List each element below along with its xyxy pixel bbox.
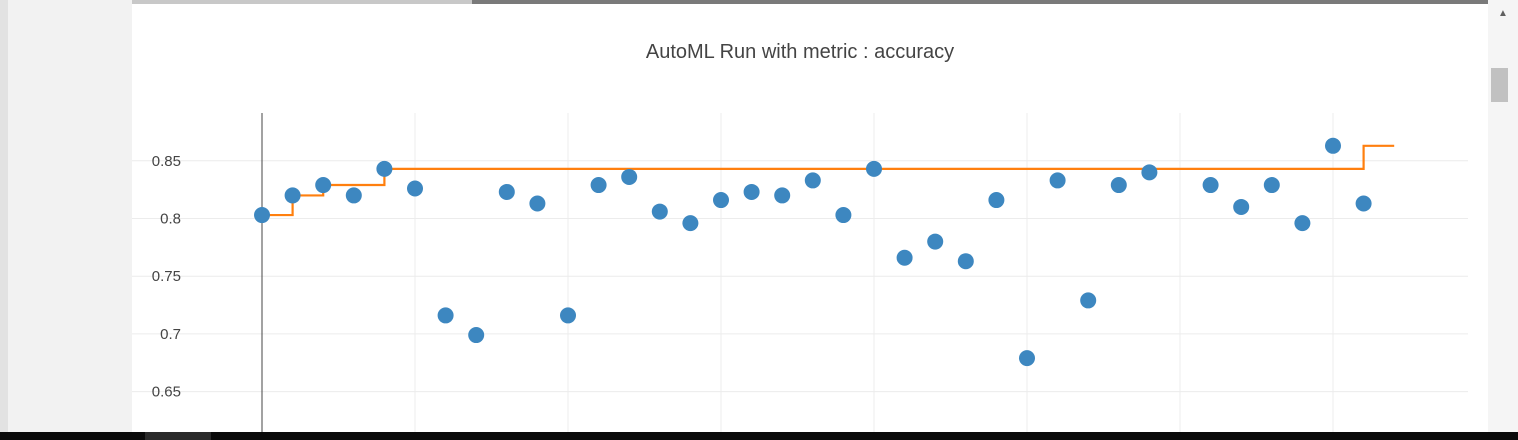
run-point[interactable] xyxy=(1049,172,1066,189)
left-panel-edge xyxy=(0,0,8,432)
y-tick-label: 0.85 xyxy=(152,153,181,170)
top-border-highlight xyxy=(132,0,472,4)
bottom-bar xyxy=(0,432,1518,440)
run-point[interactable] xyxy=(1202,177,1219,194)
run-point[interactable] xyxy=(774,187,791,204)
run-point[interactable] xyxy=(713,192,729,209)
run-point[interactable] xyxy=(284,187,301,204)
run-point[interactable] xyxy=(376,160,393,177)
run-point[interactable] xyxy=(804,172,821,189)
run-point[interactable] xyxy=(560,307,576,324)
scroll-up-icon[interactable]: ▲ xyxy=(1498,8,1508,19)
run-point[interactable] xyxy=(529,195,546,212)
run-point[interactable] xyxy=(743,183,760,200)
bottom-bar-segment xyxy=(145,432,211,440)
run-point[interactable] xyxy=(315,177,332,194)
run-point[interactable] xyxy=(1263,177,1280,194)
run-point[interactable] xyxy=(407,180,423,197)
run-point[interactable] xyxy=(1233,198,1250,215)
top-border xyxy=(132,0,1488,4)
grid-lines xyxy=(132,113,1468,432)
run-point[interactable] xyxy=(254,207,270,224)
chart-title: AutoML Run with metric : accuracy xyxy=(646,41,954,63)
run-point[interactable] xyxy=(957,253,974,270)
run-point[interactable] xyxy=(345,187,362,204)
y-tick-labels: 0.65 0.7 0.75 0.8 0.85 xyxy=(152,153,181,401)
run-point[interactable] xyxy=(590,177,607,194)
run-point[interactable] xyxy=(896,249,913,266)
run-point[interactable] xyxy=(651,203,668,220)
run-point[interactable] xyxy=(437,307,454,324)
run-point[interactable] xyxy=(835,207,852,224)
y-tick-label: 0.8 xyxy=(160,211,181,228)
run-point[interactable] xyxy=(468,327,485,344)
run-point[interactable] xyxy=(927,233,944,250)
run-points xyxy=(254,137,1372,367)
scrollbar-thumb[interactable] xyxy=(1491,68,1508,102)
y-tick-label: 0.7 xyxy=(160,326,181,343)
run-point[interactable] xyxy=(1110,177,1127,194)
left-panel-strip xyxy=(0,0,132,432)
run-point[interactable] xyxy=(1141,164,1158,181)
run-point[interactable] xyxy=(1325,137,1341,154)
scatter-chart: AutoML Run with metric : accuracy 0.650.… xyxy=(132,41,1468,432)
run-point[interactable] xyxy=(682,215,699,232)
run-point[interactable] xyxy=(498,183,515,200)
run-point[interactable] xyxy=(988,192,1005,209)
vertical-scrollbar[interactable]: ▲ xyxy=(1488,0,1518,432)
run-point[interactable] xyxy=(866,160,882,177)
run-point[interactable] xyxy=(1294,215,1311,232)
run-point[interactable] xyxy=(1019,350,1035,367)
plot-panel xyxy=(132,0,1488,432)
best-run-line xyxy=(262,144,1395,217)
y-tick-label: 0.65 xyxy=(152,384,181,401)
best-run-step-line xyxy=(262,144,1395,217)
run-point[interactable] xyxy=(1355,195,1372,212)
run-point[interactable] xyxy=(1080,292,1097,309)
y-tick-label: 0.75 xyxy=(152,268,181,285)
run-point[interactable] xyxy=(621,168,638,185)
